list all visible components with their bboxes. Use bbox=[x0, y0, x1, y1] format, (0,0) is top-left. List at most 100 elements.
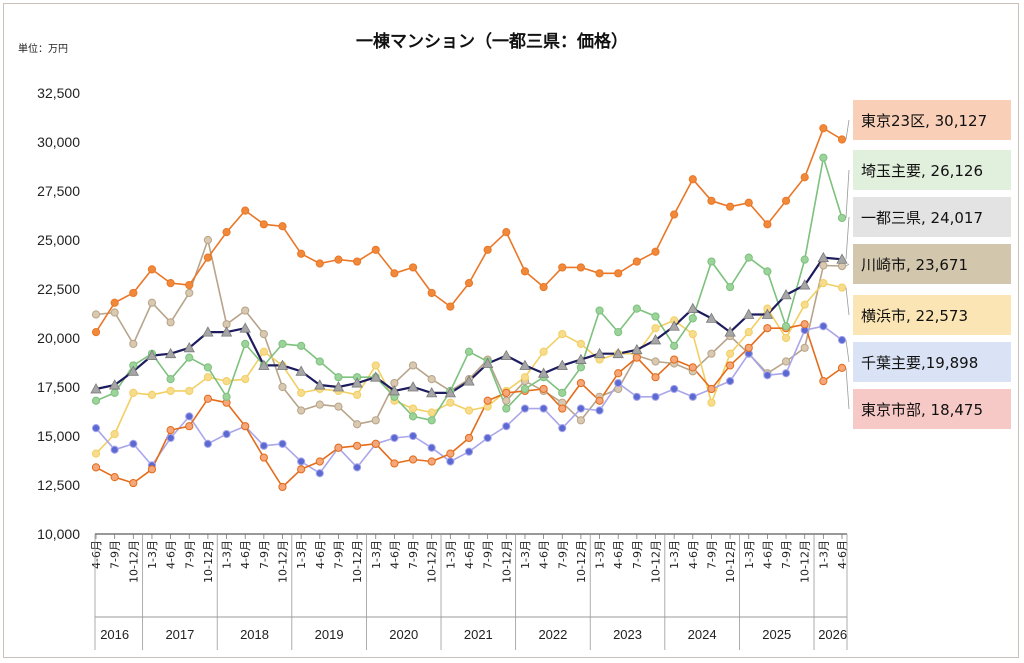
data-point-東京市部 bbox=[110, 473, 119, 482]
data-point-一都三県 bbox=[687, 302, 699, 314]
y-tick-label: 25,000 bbox=[37, 232, 80, 248]
data-point-埼玉主要 bbox=[520, 384, 530, 394]
data-point-埼玉主要 bbox=[166, 375, 175, 384]
x-tick-label: 1-3月 bbox=[444, 540, 457, 569]
data-point-一都三県 bbox=[351, 377, 363, 388]
data-point-東京市部 bbox=[539, 384, 548, 394]
data-point-一都三県 bbox=[164, 347, 177, 359]
end-label-text: 千葉主要,19,898 bbox=[861, 354, 978, 372]
data-point-川崎市 bbox=[353, 420, 362, 429]
data-point-千葉主要 bbox=[408, 431, 418, 441]
data-point-東京23区 bbox=[297, 249, 306, 258]
data-point-横浜市 bbox=[91, 449, 101, 458]
data-point-東京市部 bbox=[576, 378, 586, 388]
data-point-千葉主要 bbox=[670, 384, 679, 394]
data-point-東京23区 bbox=[166, 279, 175, 288]
data-point-東京市部 bbox=[483, 396, 492, 405]
data-point-一都三県 bbox=[556, 359, 568, 370]
year-label: 2020 bbox=[389, 627, 418, 642]
x-tick-label: 1-3月 bbox=[594, 540, 607, 569]
data-point-東京市部 bbox=[371, 439, 380, 448]
data-point-千葉主要 bbox=[632, 392, 641, 401]
leader-line bbox=[845, 287, 850, 316]
series-markers bbox=[90, 124, 848, 492]
data-point-東京市部 bbox=[819, 377, 828, 386]
data-point-一都三県 bbox=[407, 381, 419, 392]
data-point-横浜市 bbox=[819, 279, 828, 288]
data-point-東京市部 bbox=[390, 459, 399, 468]
data-point-埼玉主要 bbox=[726, 282, 735, 292]
x-tick-label: 4-6月 bbox=[165, 540, 178, 569]
x-tick-label: 4-6月 bbox=[463, 540, 476, 569]
data-point-一都三県 bbox=[631, 343, 643, 355]
data-point-千葉主要 bbox=[427, 443, 436, 452]
x-tick-label: 7-9月 bbox=[482, 540, 495, 569]
data-point-千葉主要 bbox=[558, 424, 567, 433]
data-point-川崎市 bbox=[800, 343, 809, 352]
end-label-text: 一都三県, 24,017 bbox=[861, 209, 983, 227]
end-label-box bbox=[853, 244, 1011, 284]
data-point-一都三県 bbox=[575, 353, 587, 364]
data-point-千葉主要 bbox=[390, 433, 399, 443]
data-point-東京市部 bbox=[800, 320, 809, 329]
data-point-東京市部 bbox=[707, 384, 716, 394]
data-point-東京23区 bbox=[427, 288, 436, 298]
x-tick-label: 7-9月 bbox=[631, 540, 644, 569]
data-point-一都三県 bbox=[743, 308, 755, 319]
x-tick-label: 7-9月 bbox=[332, 540, 345, 569]
data-point-東京23区 bbox=[539, 282, 548, 292]
data-point-千葉主要 bbox=[110, 445, 119, 454]
x-tick-label: 1-3月 bbox=[370, 540, 383, 569]
data-point-東京23区 bbox=[203, 253, 212, 262]
data-point-千葉主要 bbox=[819, 322, 828, 331]
data-point-東京市部 bbox=[446, 449, 455, 458]
data-point-横浜市 bbox=[800, 300, 809, 309]
data-point-東京23区 bbox=[147, 265, 157, 274]
data-point-一都三県 bbox=[612, 347, 624, 359]
data-point-埼玉主要 bbox=[707, 257, 716, 266]
x-tick-label: 1-3月 bbox=[668, 540, 681, 569]
data-point-千葉主要 bbox=[315, 469, 324, 478]
data-point-川崎市 bbox=[502, 396, 511, 405]
data-point-東京23区 bbox=[315, 259, 324, 268]
data-point-東京市部 bbox=[334, 443, 343, 452]
data-point-横浜市 bbox=[520, 373, 530, 382]
data-point-埼玉主要 bbox=[334, 373, 343, 382]
data-point-横浜市 bbox=[241, 375, 250, 384]
data-point-埼玉主要 bbox=[744, 253, 753, 262]
data-point-東京市部 bbox=[147, 465, 157, 474]
y-tick-label: 32,500 bbox=[37, 85, 80, 101]
data-point-千葉主要 bbox=[297, 457, 306, 466]
data-point-東京市部 bbox=[241, 422, 250, 431]
data-point-千葉主要 bbox=[502, 422, 511, 431]
data-point-一都三県 bbox=[202, 326, 214, 337]
data-point-一都三県 bbox=[593, 347, 606, 359]
y-tick-label: 15,000 bbox=[37, 428, 80, 444]
data-point-千葉主要 bbox=[446, 457, 455, 466]
data-point-川崎市 bbox=[427, 375, 436, 384]
data-point-一都三県 bbox=[761, 308, 774, 319]
data-point-一都三県 bbox=[668, 320, 680, 331]
year-label: 2024 bbox=[688, 627, 717, 642]
end-label-box bbox=[853, 100, 1011, 140]
data-point-横浜市 bbox=[707, 398, 716, 407]
leader-line bbox=[845, 216, 850, 260]
data-point-東京23区 bbox=[763, 220, 772, 229]
year-label: 2018 bbox=[240, 627, 269, 642]
data-point-東京市部 bbox=[427, 457, 436, 466]
data-point-千葉主要 bbox=[185, 412, 194, 421]
data-point-埼玉主要 bbox=[800, 255, 809, 264]
data-point-一都三県 bbox=[500, 349, 512, 361]
data-point-埼玉主要 bbox=[185, 353, 194, 362]
series-line-東京23区 bbox=[95, 127, 843, 333]
data-point-東京23区 bbox=[595, 269, 604, 278]
data-point-横浜市 bbox=[539, 347, 548, 356]
data-point-横浜市 bbox=[297, 388, 306, 397]
x-tick-label: 4-6月 bbox=[239, 540, 252, 569]
data-point-横浜市 bbox=[837, 283, 847, 292]
data-point-一都三県 bbox=[705, 312, 718, 323]
data-point-一都三県 bbox=[314, 379, 326, 390]
x-tick-label: 7-9月 bbox=[705, 540, 718, 569]
data-point-東京23区 bbox=[334, 255, 343, 264]
data-point-埼玉主要 bbox=[781, 322, 791, 331]
